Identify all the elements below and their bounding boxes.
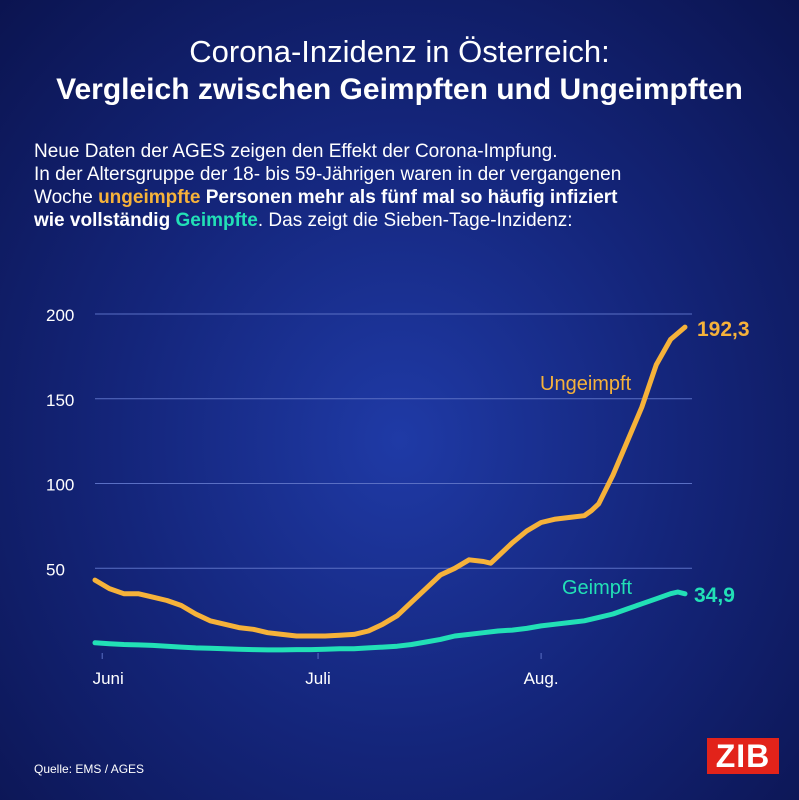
y-tick-label-100: 100	[46, 476, 74, 495]
y-tick-label-50: 50	[46, 560, 65, 579]
x-tick-label-aug: Aug.	[524, 669, 559, 688]
chart-title-line1: Corona-Inzidenz in Österreich:	[189, 34, 610, 69]
end-value-label-geimpft: 34,9	[694, 584, 735, 607]
intro-line1: Neue Daten der AGES zeigen den Effekt de…	[34, 141, 558, 162]
series-line-ungeimpft	[92, 324, 688, 639]
intro-line2: In der Altersgruppe der 18- bis 59-Jähri…	[34, 164, 622, 185]
y-tick-label-150: 150	[46, 391, 74, 410]
intro-line4-pre: wie vollständig	[34, 210, 176, 231]
intro-geimpfte-highlight: Geimpfte	[175, 210, 258, 231]
intro-line3: Woche ungeimpfte Personen mehr als fünf …	[34, 186, 774, 209]
intro-ungeimpfte-highlight: ungeimpfte	[98, 187, 201, 208]
intro-text: Neue Daten der AGES zeigen den Effekt de…	[34, 140, 774, 232]
x-tick-label-juli: Juli	[305, 669, 331, 688]
series-line-geimpft	[92, 589, 688, 653]
chart-title-line2: Vergleich zwischen Geimpften und Ungeimp…	[56, 73, 743, 106]
intro-line3-pre: Woche	[34, 187, 99, 208]
series-label-geimpft: Geimpft	[562, 577, 632, 599]
zib-logo: ZIB	[707, 738, 779, 774]
end-value-label-ungeimpft: 192,3	[697, 318, 750, 341]
y-tick-label-200: 200	[46, 306, 74, 325]
series-label-ungeimpft: Ungeimpft	[540, 373, 632, 395]
source-note: Quelle: EMS / AGES	[34, 762, 145, 776]
intro-line4-post: . Das zeigt die Sieben-Tage-Inzidenz:	[257, 210, 573, 231]
intro-line3-post: Personen mehr als fünf mal so häufig inf…	[200, 187, 618, 208]
x-tick-label-juni: Juni	[93, 669, 124, 688]
intro-line4: wie vollständig Geimpfte. Das zeigt die …	[34, 209, 774, 232]
